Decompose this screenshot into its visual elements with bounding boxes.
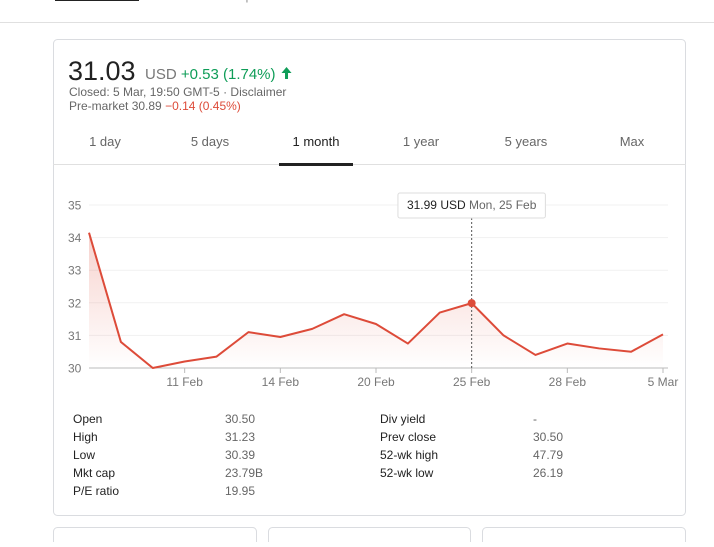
premarket-price: 30.89 (132, 99, 162, 113)
y-tick-label: 35 (68, 199, 82, 213)
range-tab[interactable]: 5 years (505, 134, 548, 149)
status-line: Closed: 5 Mar, 19:50 GMT-5 · Disclaimer (69, 85, 286, 99)
stat-value: 19.95 (225, 484, 255, 498)
stat-value: 23.79B (225, 466, 263, 480)
change-line: USD +0.53 (1.74%) (145, 66, 276, 83)
x-tick-label: 14 Feb (262, 375, 300, 389)
stat-label: 52-wk low (380, 466, 434, 480)
stat-label: 52-wk high (380, 448, 438, 462)
nav-active-indicator (55, 0, 139, 1)
nav-tab[interactable]: News (155, 0, 188, 3)
premarket-line: Pre-market 30.89 −0.14 (0.45%) (69, 99, 241, 113)
stat-value: 30.50 (533, 430, 563, 444)
y-tick-label: 34 (68, 231, 82, 245)
tooltip-price: 31.99 (407, 198, 437, 212)
tooltip-currency: USD (440, 198, 466, 212)
x-tick-label: 25 Feb (453, 375, 491, 389)
status: Closed: 5 Mar, 19:50 GMT-5 · (69, 85, 227, 99)
price: 31.03 (68, 56, 136, 86)
stat-value: 31.23 (225, 430, 255, 444)
stat-label: High (73, 430, 98, 444)
stat-label: Mkt cap (73, 466, 115, 480)
range-tab[interactable]: 1 year (403, 134, 440, 149)
stat-label: Low (73, 448, 95, 462)
y-tick-label: 31 (68, 329, 82, 343)
stat-value: 30.50 (225, 412, 255, 426)
related-card (268, 527, 471, 547)
premarket-label: Pre-market (69, 99, 129, 113)
stat-label: P/E ratio (73, 484, 119, 498)
stat-value: 30.39 (225, 448, 255, 462)
range-tab[interactable]: Max (620, 134, 645, 149)
related-card (53, 527, 257, 547)
currency: USD (145, 66, 177, 83)
tooltip-date: Mon, 25 Feb (469, 198, 537, 212)
range-tab[interactable]: 1 day (89, 134, 121, 149)
stat-label: Div yield (380, 412, 425, 426)
stat-label: Open (73, 412, 102, 426)
nav-tab[interactable]: Financials (305, 0, 364, 3)
range-active-indicator (279, 163, 353, 166)
x-tick-label: 28 Feb (549, 375, 587, 389)
y-tick-label: 30 (68, 362, 82, 376)
disclaimer-link[interactable]: Disclaimer (230, 85, 286, 99)
nav-tab[interactable]: Overview (68, 0, 123, 3)
stat-value: - (533, 412, 537, 426)
hover-point (467, 299, 476, 308)
stat-value: 47.79 (533, 448, 563, 462)
tooltip-text: 31.99 USD Mon, 25 Feb (407, 198, 537, 212)
premarket-change: −0.14 (0.45%) (165, 99, 241, 113)
y-tick-label: 32 (68, 296, 82, 310)
tooltip: 31.99 USD Mon, 25 Feb (397, 192, 546, 219)
price-area (89, 232, 663, 368)
stat-label: Prev close (380, 430, 436, 444)
change-percent: (1.74%) (223, 66, 276, 83)
x-tick-label: 11 Feb (166, 375, 203, 389)
range-tab[interactable]: 5 days (191, 134, 230, 149)
quote-card (53, 39, 686, 516)
price-line (88, 232, 664, 369)
x-tick-label: 5 Mar (648, 375, 679, 389)
stat-value: 26.19 (533, 466, 563, 480)
x-tick-label: 20 Feb (357, 375, 395, 389)
up-arrow (281, 67, 292, 79)
change: +0.53 (181, 66, 219, 83)
tooltip-box (397, 192, 546, 219)
y-tick-label: 33 (68, 264, 82, 278)
range-tab[interactable]: 1 month (293, 134, 340, 149)
related-card (482, 527, 686, 547)
nav-tab[interactable]: Compare (218, 0, 271, 3)
